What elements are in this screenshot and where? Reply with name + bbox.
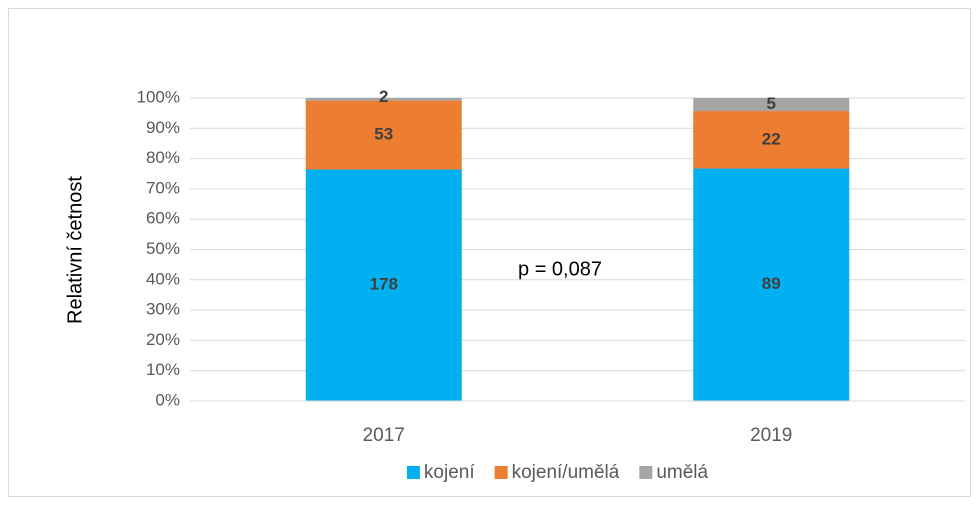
y-tick-label: 90% bbox=[146, 118, 180, 137]
y-axis-label: Relativní četnost bbox=[64, 176, 86, 324]
legend-label: umělá bbox=[656, 462, 708, 483]
x-tick-label: 2019 bbox=[750, 425, 792, 446]
bar-segment bbox=[693, 111, 850, 169]
bar-segment bbox=[305, 98, 462, 101]
data-label: 53 bbox=[374, 125, 393, 144]
y-tick-label: 60% bbox=[146, 209, 180, 228]
y-tick-label: 70% bbox=[146, 178, 180, 197]
y-tick-label: 0% bbox=[155, 390, 180, 409]
legend-label: kojení bbox=[424, 462, 475, 483]
y-tick-label: 30% bbox=[146, 300, 180, 319]
bar-segment bbox=[693, 168, 850, 401]
legend-label: kojení/umělá bbox=[512, 462, 620, 483]
data-label: 5 bbox=[767, 94, 776, 113]
legend-swatch bbox=[406, 466, 420, 479]
y-tick-label: 40% bbox=[146, 269, 180, 288]
bar-segment bbox=[305, 100, 462, 170]
legend: kojení kojení/umělá umělá bbox=[406, 462, 709, 483]
annotation: p = 0,087 bbox=[518, 258, 602, 280]
y-tick-label: 10% bbox=[146, 360, 180, 379]
data-label: 89 bbox=[762, 274, 781, 293]
bar-segment bbox=[305, 169, 462, 401]
legend-swatch bbox=[639, 466, 653, 479]
data-label: 22 bbox=[762, 129, 781, 148]
data-label: 178 bbox=[370, 275, 398, 294]
y-tick-label: 20% bbox=[146, 330, 180, 349]
legend-swatch bbox=[494, 466, 508, 479]
y-tick-label: 80% bbox=[146, 148, 180, 167]
y-tick-label: 100% bbox=[137, 87, 180, 106]
data-label: 2 bbox=[379, 87, 388, 106]
bar-segment bbox=[693, 98, 850, 112]
x-tick-label: 2017 bbox=[363, 425, 405, 446]
y-tick-label: 50% bbox=[146, 239, 180, 258]
